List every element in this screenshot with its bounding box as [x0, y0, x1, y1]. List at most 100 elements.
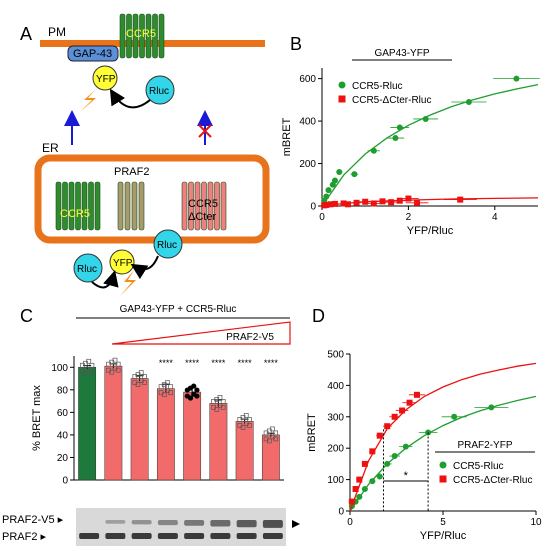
panel-a: A PM CCR5 GAP-43 YFP Rluc ER CCR5 PRAF2 … [20, 13, 270, 296]
y-axis-label: mBRET [306, 413, 318, 452]
tm-helix [124, 181, 131, 231]
replicate-point [187, 395, 194, 401]
tm-helix [139, 13, 145, 59]
yfp-pm [92, 65, 118, 91]
replicate-point [142, 374, 147, 379]
replicate-point [247, 417, 252, 422]
data-point [369, 448, 376, 455]
y-tick-label: 300 [327, 412, 344, 423]
gap43-label: GAP-43 [73, 48, 112, 60]
y-axis-label: % BRET max [31, 385, 43, 451]
x-tick-label: 0 [347, 517, 353, 528]
blot-band-praf2 [236, 533, 257, 539]
fit-curve-0 [349, 395, 537, 512]
legend-marker [338, 95, 346, 103]
blot-band-praf2 [131, 533, 152, 539]
blot-band-praf2 [105, 533, 126, 539]
y-tick-label: 200 [327, 444, 344, 455]
legend-label: CCR5-Rluc [352, 81, 403, 92]
legend-label: CCR5-ΔCter-Rluc [453, 475, 532, 486]
replicate-point [191, 383, 197, 389]
tm-helix [145, 13, 152, 59]
panel-c: C 0 20 40 60 80 100 % BRET max GAP43-YFP + CCR5… [2, 304, 300, 546]
chart-title: PRAF2-YFP [457, 440, 512, 451]
ccr5-dcter-receptor [181, 181, 227, 231]
significance-stars: **** [238, 358, 253, 368]
panel-b: B 0 2 4 0 200 400 600 YFP/Rluc mBRET GAP43-YFP CCR… [281, 34, 540, 237]
legend-marker [439, 461, 447, 469]
yfp-label-pm: YFP [96, 74, 116, 85]
x-tick-label: 4 [492, 212, 498, 223]
replicate-point [270, 426, 275, 432]
replicate-point [168, 384, 174, 390]
bar [235, 421, 254, 481]
y-tick-label: 0 [338, 507, 344, 518]
blot-band-praf2 [262, 533, 283, 539]
tm-helix [55, 181, 62, 231]
praf2-protein [117, 181, 145, 231]
data-point [356, 493, 363, 500]
data-point [356, 476, 363, 483]
tm-helix [152, 13, 158, 59]
data-point [405, 195, 412, 202]
tm-helix [194, 181, 201, 231]
panel-letter-c: C [20, 306, 33, 326]
data-point [406, 399, 413, 406]
data-point [325, 187, 332, 194]
bar [183, 391, 202, 481]
replicate-point [243, 413, 249, 418]
tm-helix [68, 181, 75, 231]
energy-transfer-arrow-er-left [91, 270, 119, 289]
y-tick-label: 400 [299, 117, 316, 128]
rluc-pm [145, 75, 175, 105]
y-tick-label: 200 [299, 159, 316, 170]
significance-stars: **** [159, 358, 174, 368]
rluc-er-left [73, 253, 103, 283]
data-point [399, 407, 406, 414]
tm-helix [131, 181, 138, 231]
energy-transfer-arrow-er-right [130, 255, 159, 280]
y-tick-label: 0 [62, 476, 68, 487]
x-axis-label: YFP/Rluc [420, 530, 467, 542]
replicate-point [220, 404, 226, 410]
tm-helix [188, 181, 194, 231]
chart-title: GAP43-YFP + CCR5-Rluc [120, 304, 237, 315]
y-tick-label: 100 [51, 363, 68, 374]
tm-helix [201, 181, 207, 231]
gap43-anchor [67, 45, 119, 62]
rluc-label-pm: Rluc [149, 86, 169, 97]
replicate-point [138, 370, 144, 375]
data-point [488, 404, 495, 411]
tm-helix [94, 181, 101, 231]
replicate-point [112, 357, 118, 363]
tm-helix [62, 181, 68, 231]
data-point [392, 135, 399, 142]
fit-curve-0 [321, 83, 539, 207]
replicate-point [217, 394, 223, 400]
tm-helix [158, 13, 165, 59]
ccr5-label-pm: CCR5 [126, 28, 156, 40]
er-label: ER [42, 141, 59, 155]
data-point [369, 478, 376, 485]
data-point [513, 75, 520, 82]
replicate-point [115, 367, 121, 373]
blot-band-praf2-v5 [262, 520, 283, 528]
data-point [413, 391, 420, 398]
bar [156, 388, 175, 481]
panel-letter-b: B [290, 34, 302, 54]
data-point [340, 200, 347, 207]
replicate-point [83, 370, 88, 376]
x-tick-label: 5 [440, 517, 446, 528]
data-point [370, 200, 377, 207]
panel-letter-a: A [20, 24, 32, 44]
replicate-point [214, 406, 220, 412]
significance-stars: **** [264, 358, 279, 368]
pm-label: PM [48, 25, 66, 39]
tm-helix [126, 13, 132, 59]
tm-helix [220, 181, 227, 231]
x-tick-label: 10 [530, 517, 542, 528]
data-point [388, 199, 395, 206]
praf2-label: PRAF2 [114, 166, 149, 178]
significance-stars: **** [185, 358, 200, 368]
